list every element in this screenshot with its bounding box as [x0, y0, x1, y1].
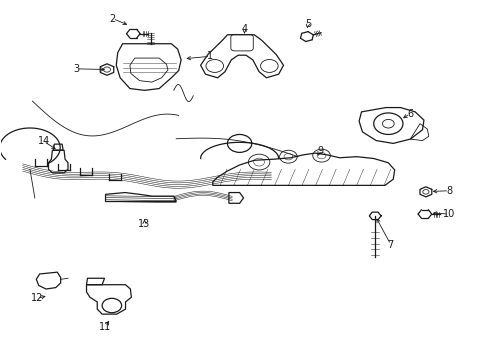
Text: 12: 12 — [31, 293, 43, 303]
Text: 7: 7 — [387, 239, 393, 249]
Text: 14: 14 — [38, 136, 50, 146]
Text: 11: 11 — [99, 322, 111, 332]
Text: 2: 2 — [109, 14, 116, 24]
Text: 3: 3 — [73, 64, 79, 74]
Text: 5: 5 — [304, 19, 310, 29]
Text: 4: 4 — [241, 24, 247, 35]
Text: 9: 9 — [316, 145, 323, 156]
Text: 8: 8 — [446, 186, 451, 196]
Text: 1: 1 — [207, 51, 213, 61]
Text: 10: 10 — [442, 209, 454, 219]
Text: 6: 6 — [407, 109, 412, 119]
Text: 13: 13 — [138, 219, 150, 229]
